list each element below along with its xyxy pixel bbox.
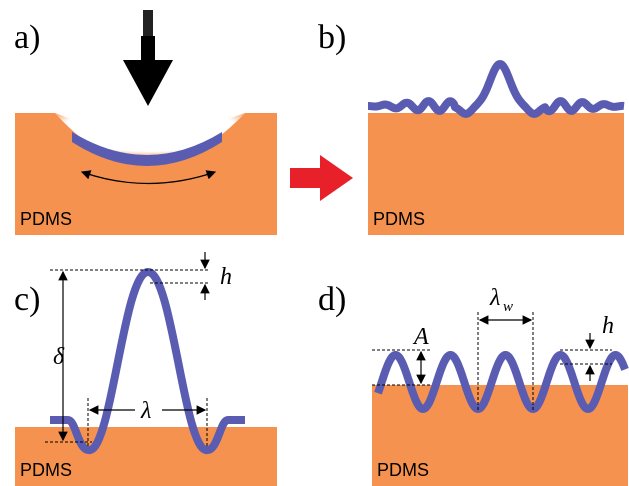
thickness-label: h [220,264,232,290]
substrate-label: PDMS [20,460,72,480]
wavelength-label: λ [489,285,500,311]
substrate-label: PDMS [373,209,425,229]
substrate [368,113,624,235]
arrow-shaft [141,36,155,62]
panel-c: c) h δ λ PDMS [14,252,277,486]
wavelength-label: λ [140,398,151,424]
transition-arrow [290,155,353,201]
panel-b: b) PDMS [318,19,627,235]
panel-label: b) [318,19,346,56]
bend-arrow [80,170,217,185]
panel-a: a) PDMS [14,10,277,235]
arrow-shaft [143,10,153,38]
panel-label: a) [14,19,40,56]
film [72,132,222,166]
substrate-label: PDMS [20,209,72,229]
substrate-label: PDMS [377,460,429,480]
arrow-head [123,60,173,106]
amplitude-label: A [412,324,429,350]
film [50,268,245,454]
panel-label: d) [318,281,346,318]
thickness-label: h [602,313,614,339]
film [374,351,629,413]
panel-label: c) [14,281,40,318]
depth-label: δ [53,344,65,370]
film [365,60,627,118]
panel-d: d) A λ w h PDMS [318,281,629,486]
wavelength-subscript: w [503,299,513,315]
